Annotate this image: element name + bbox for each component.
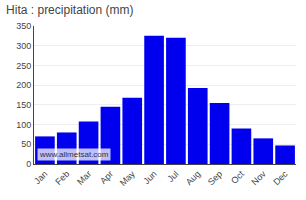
svg-text:Jan: Jan — [32, 169, 49, 186]
svg-text:200: 200 — [16, 80, 31, 90]
svg-text:Hita : precipitation (mm): Hita : precipitation (mm) — [6, 3, 133, 17]
svg-text:Nov: Nov — [249, 168, 268, 187]
svg-text:Mar: Mar — [75, 169, 93, 187]
svg-text:250: 250 — [16, 61, 31, 71]
svg-text:Jul: Jul — [165, 169, 180, 184]
svg-text:100: 100 — [16, 120, 31, 130]
svg-text:Feb: Feb — [53, 169, 71, 187]
svg-text:50: 50 — [21, 139, 31, 149]
svg-text:Sep: Sep — [206, 169, 224, 187]
svg-text:150: 150 — [16, 100, 31, 110]
svg-text:Oct: Oct — [229, 168, 246, 185]
svg-text:350: 350 — [16, 21, 31, 31]
svg-text:May: May — [118, 168, 137, 187]
svg-text:300: 300 — [16, 41, 31, 51]
svg-text:0: 0 — [26, 159, 31, 169]
svg-text:Jun: Jun — [141, 169, 158, 186]
svg-text:www.allmetsat.com: www.allmetsat.com — [39, 150, 109, 159]
svg-text:Aug: Aug — [184, 169, 202, 187]
svg-text:Dec: Dec — [271, 168, 290, 187]
svg-text:Apr: Apr — [98, 169, 115, 186]
